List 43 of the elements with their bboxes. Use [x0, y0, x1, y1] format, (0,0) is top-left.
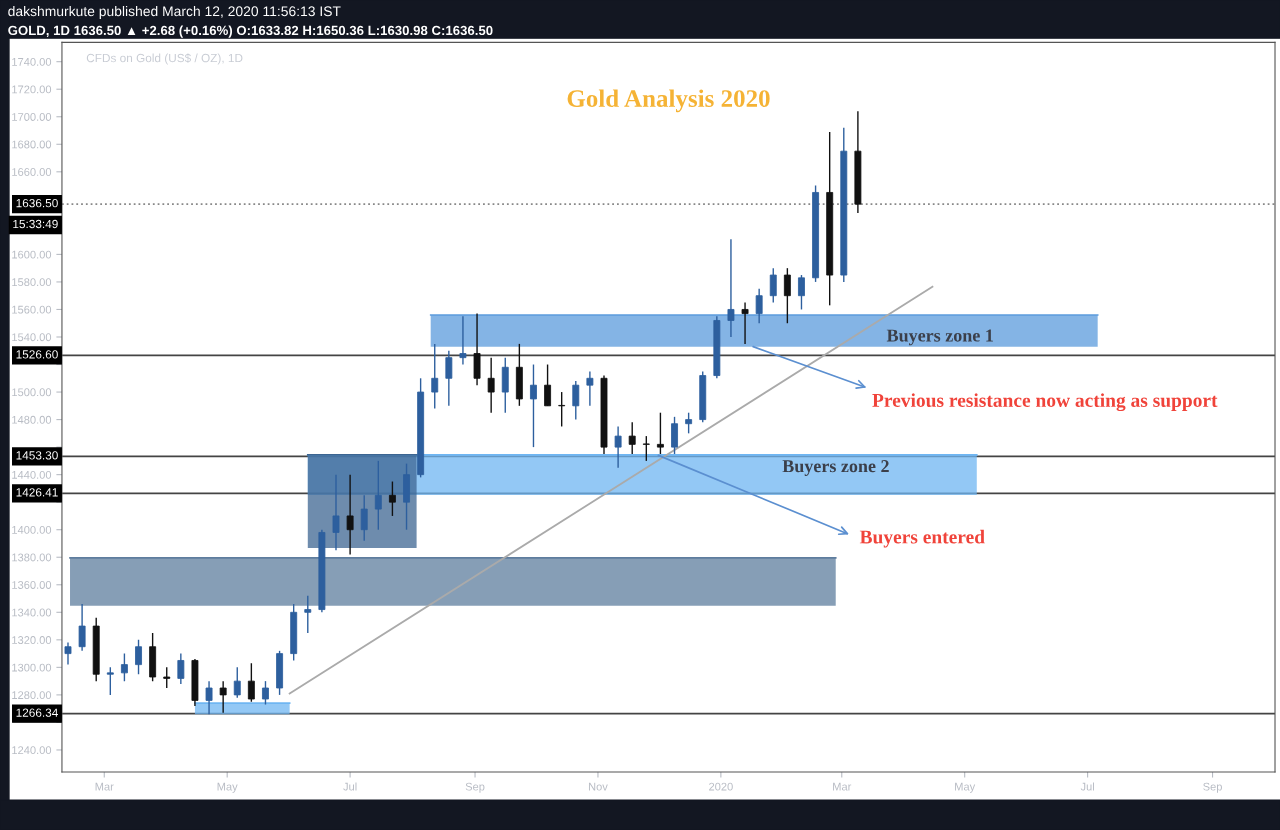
y-tick-label: 1240.00: [12, 746, 52, 755]
y-tick-label: 1500.00: [12, 388, 52, 397]
x-tick-label: Jul: [1080, 782, 1094, 791]
y-tick-label: 1440.00: [12, 470, 52, 479]
ref-line-label: 1426.41: [16, 488, 58, 497]
annotation: Buyers zone 1: [886, 329, 993, 346]
y-tick-label: 1360.00: [12, 581, 52, 589]
text: dakshmurkute published March 12, 2020 11:56:13 IST: [8, 5, 341, 19]
ref-line-label: 1453.30: [16, 451, 58, 460]
x-tick-label: Jul: [343, 782, 357, 791]
y-tick-label: 1380.00: [12, 553, 52, 562]
y-tick-label: 1340.00: [12, 608, 52, 617]
y-tick-label: 1720.00: [12, 85, 52, 94]
y-tick-label: 1400.00: [12, 525, 52, 534]
y-tick-label: 1300.00: [12, 663, 52, 672]
text: 15:33:49: [13, 219, 58, 229]
x-tick-label: Sep: [465, 782, 485, 793]
annotation: Previous resistance now acting as support: [872, 393, 1218, 412]
y-tick-label: 1480.00: [12, 415, 52, 424]
text: Gold Analysis 2020: [567, 89, 770, 113]
x-tick-label: Mar: [833, 782, 852, 791]
y-tick-label: 1680.00: [12, 140, 52, 149]
x-tick-label: 2020: [709, 782, 733, 791]
ref-line-label: 1526.60: [16, 350, 58, 359]
text: GOLD, 1D 1636.50 ▲ +2.68 (+0.16%) O:1633.82 H:1650.36 L:1630.98 C:1636.50: [8, 25, 493, 38]
y-tick-label: 1660.00: [12, 168, 52, 176]
ref-line-label: 1636.50: [16, 198, 58, 208]
y-tick-label: 1560.00: [12, 305, 52, 314]
y-tick-label: 1280.00: [12, 691, 52, 700]
y-tick-label: 1600.00: [12, 250, 52, 259]
annotation: Buyers entered: [859, 529, 985, 548]
ref-line-label: 1266.34: [16, 708, 58, 717]
x-tick-label: May: [955, 782, 976, 793]
y-tick-label: 1540.00: [12, 333, 52, 342]
x-tick-label: Nov: [588, 782, 608, 791]
x-tick-label: May: [217, 782, 238, 793]
y-tick-label: 1320.00: [12, 636, 52, 644]
y-tick-label: 1580.00: [12, 278, 52, 287]
x-tick-label: Mar: [95, 782, 114, 791]
x-tick-label: Sep: [1203, 782, 1222, 793]
y-tick-label: 1740.00: [12, 57, 52, 66]
y-tick-label: 1700.00: [12, 113, 52, 121]
annotation: Buyers zone 2: [782, 460, 889, 476]
